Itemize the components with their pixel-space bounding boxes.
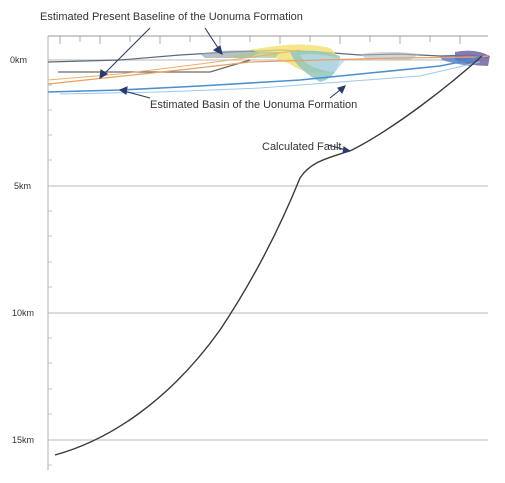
depth-label-10km: 10km bbox=[12, 308, 34, 318]
depth-label-0km: 0km bbox=[10, 55, 27, 65]
label-basin: Estimated Basin of the Uonuma Formation bbox=[150, 99, 357, 111]
arrow-baseline-left bbox=[99, 27, 151, 79]
strata-green bbox=[230, 51, 280, 58]
strata-lightblue bbox=[300, 54, 345, 72]
present-baseline-line-2 bbox=[47, 49, 301, 81]
present-baseline-line bbox=[47, 56, 481, 85]
basin-line-lower bbox=[59, 61, 481, 95]
strata-blue-right bbox=[440, 55, 478, 66]
annotation-arrows bbox=[99, 27, 352, 154]
surface-marker-line-2 bbox=[209, 59, 251, 73]
label-present-baseline: Estimated Present Baseline of the Uonuma… bbox=[40, 11, 303, 23]
depth-label-15km: 15km bbox=[12, 435, 34, 445]
depth-axis: 0km 5km 10km 15km bbox=[10, 36, 52, 470]
label-fault: Calculated Fault bbox=[262, 141, 342, 153]
depth-label-5km: 5km bbox=[14, 181, 31, 191]
depth-axis-ticks bbox=[48, 84, 52, 466]
surface-ticks bbox=[59, 36, 461, 44]
depth-gridlines bbox=[48, 59, 488, 441]
basin-line bbox=[47, 55, 483, 93]
strata-fill bbox=[200, 44, 490, 82]
fault-line bbox=[54, 55, 483, 456]
